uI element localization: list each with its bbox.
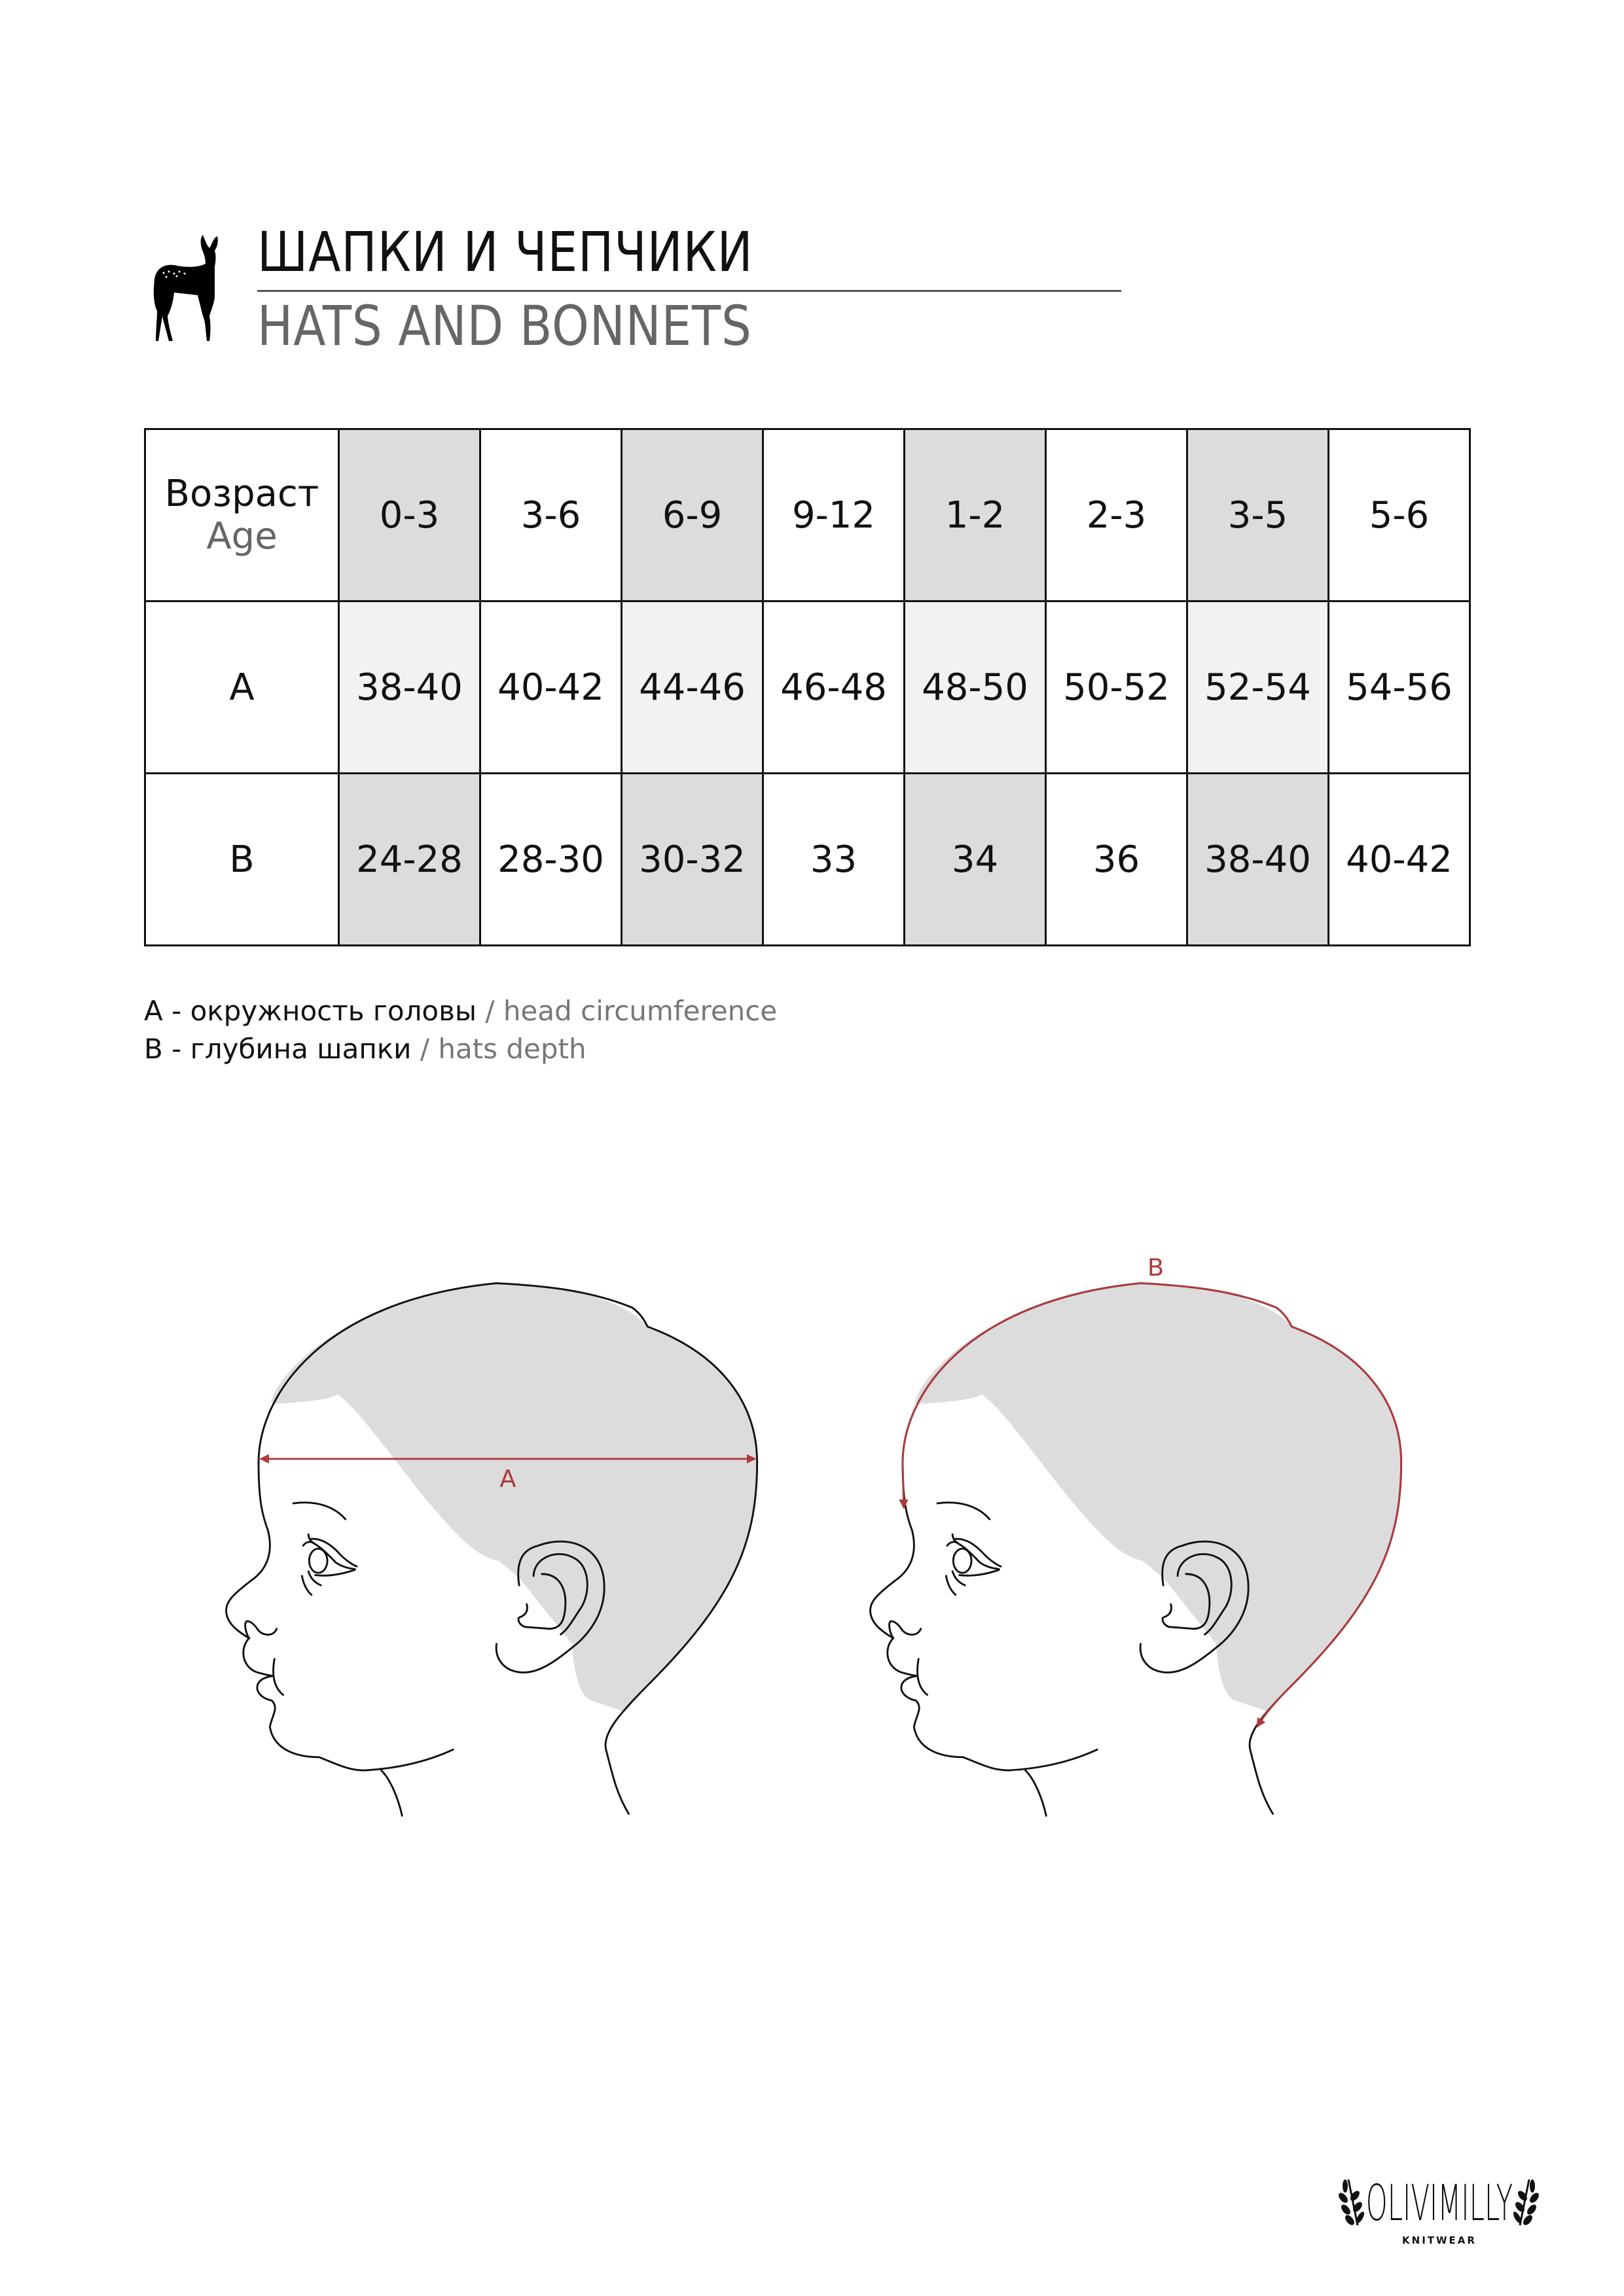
deer-icon [153, 235, 218, 341]
table-row-b: B 24-28 28-30 30-32 33 34 36 38-40 40-42 [144, 772, 1471, 946]
age-cell: 6-9 [621, 428, 764, 602]
legend-b: B - глубина шапки / hats depth [144, 1033, 586, 1065]
age-cell: 1-2 [903, 428, 1047, 602]
leaf-branch-icon [1339, 2179, 1365, 2226]
page-title: ШАПКИ И ЧЕПЧИКИ [257, 220, 753, 284]
table-row-a: A 38-40 40-42 44-46 46-48 48-50 50-52 52… [144, 600, 1471, 774]
size-table: Возраст Age 0-3 3-6 6-9 9-12 1-2 2-3 3-5… [144, 428, 1471, 946]
legend-separator: / [477, 995, 503, 1027]
age-cell: 3-5 [1186, 428, 1329, 602]
head-diagram-a: A [225, 1282, 759, 1817]
a-cell: 54-56 [1327, 600, 1471, 774]
row-header-b: B [144, 772, 340, 946]
page-subtitle: HATS AND BONNETS [257, 294, 752, 358]
label-a: A [499, 1465, 516, 1493]
row-header-age: Возраст Age [144, 428, 340, 602]
row-header-a: A [144, 600, 340, 774]
age-cell: 3-6 [479, 428, 623, 602]
b-cell: 24-28 [338, 772, 481, 946]
head-diagram-b: B [869, 1253, 1403, 1817]
a-cell: 38-40 [338, 600, 481, 774]
b-cell: 33 [762, 772, 905, 946]
a-cell: 52-54 [1186, 600, 1329, 774]
b-cell: 38-40 [1186, 772, 1329, 946]
legend-a-en: head circumference [503, 995, 778, 1027]
age-label-ru: Возраст [164, 473, 319, 515]
b-cell: 28-30 [479, 772, 623, 946]
title-divider [257, 290, 1121, 292]
logo-wordmark: OLIVIMILLY [1366, 2175, 1513, 2233]
label-b: B [1147, 1253, 1164, 1282]
leaf-branch-icon [1513, 2179, 1539, 2226]
legend-a-ru: A - окружность головы [144, 995, 477, 1027]
depth-arrow [901, 1282, 1403, 1728]
legend-b-ru: B - глубина шапки [144, 1033, 412, 1065]
age-cell: 9-12 [762, 428, 905, 602]
olivimilly-logo: OLIVIMILLY KNITWEAR [1339, 2175, 1539, 2246]
b-cell: 34 [903, 772, 1047, 946]
b-cell: 40-42 [1327, 772, 1471, 946]
legend-b-en: hats depth [438, 1033, 586, 1065]
logo-tagline: KNITWEAR [1402, 2234, 1477, 2246]
depth-arrow-front [899, 1462, 909, 1509]
a-cell: 44-46 [621, 600, 764, 774]
a-cell: 50-52 [1045, 600, 1188, 774]
age-cell: 0-3 [338, 428, 481, 602]
age-cell: 5-6 [1327, 428, 1471, 602]
b-cell: 36 [1045, 772, 1188, 946]
b-cell: 30-32 [621, 772, 764, 946]
a-cell: 48-50 [903, 600, 1047, 774]
table-row-age: Возраст Age 0-3 3-6 6-9 9-12 1-2 2-3 3-5… [144, 428, 1471, 602]
age-label-en: Age [206, 515, 278, 558]
legend-separator: / [411, 1033, 439, 1065]
legend-a: A - окружность головы / head circumferen… [144, 995, 777, 1027]
age-cell: 2-3 [1045, 428, 1188, 602]
a-cell: 40-42 [479, 600, 623, 774]
a-cell: 46-48 [762, 600, 905, 774]
